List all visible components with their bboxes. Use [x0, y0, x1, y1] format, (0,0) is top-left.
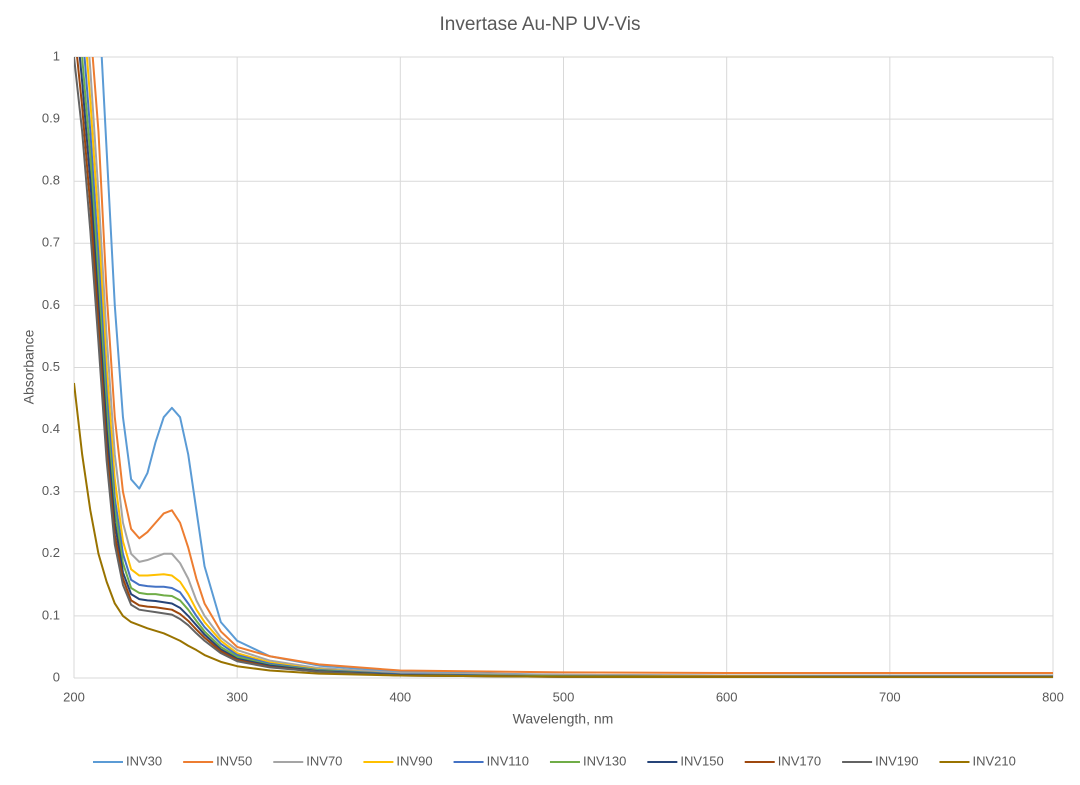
y-tick-label: 0.2: [42, 545, 60, 560]
y-tick-label: 0.7: [42, 235, 60, 250]
x-tick-label: 500: [553, 689, 575, 704]
y-tick-label: 0.1: [42, 607, 60, 622]
series-line: [88, 57, 1053, 677]
x-tick-label: 700: [879, 689, 901, 704]
series-line: [100, 57, 1053, 678]
legend-label: INV130: [583, 753, 626, 768]
x-tick-label: 300: [226, 689, 248, 704]
legend-label: INV30: [126, 753, 162, 768]
y-tick-label: 0.6: [42, 297, 60, 312]
y-tick-label: 0.3: [42, 483, 60, 498]
y-tick-label: 0: [53, 669, 60, 684]
x-tick-label: 800: [1042, 689, 1064, 704]
series-line: [91, 57, 1053, 675]
x-tick-label: 400: [389, 689, 411, 704]
legend-label: INV190: [875, 753, 918, 768]
x-tick-label: 200: [63, 689, 85, 704]
legend-label: INV110: [487, 753, 529, 768]
y-tick-label: 1: [53, 48, 60, 63]
x-axis-title: Wavelength, nm: [513, 711, 614, 727]
legend-label: INV170: [778, 753, 821, 768]
y-tick-label: 0.8: [42, 173, 60, 188]
legend-label: INV150: [680, 753, 723, 768]
y-axis-title: Absorbance: [21, 329, 37, 404]
y-tick-label: 0.5: [42, 359, 60, 374]
x-tick-label: 600: [716, 689, 738, 704]
y-tick-label: 0.4: [42, 421, 60, 436]
plot-area: [74, 57, 1053, 678]
legend: INV30 INV50 INV70 INV90 INV110 INV130 INV150 IN…: [93, 753, 1016, 768]
legend-label: INV90: [396, 753, 432, 768]
chart-title: Invertase Au-NP UV-Vis: [439, 14, 640, 35]
legend-label: INV50: [216, 753, 252, 768]
legend-label: INV210: [972, 753, 1015, 768]
legend-label: INV70: [306, 753, 342, 768]
y-tick-label: 0.9: [42, 111, 60, 126]
series-line: [74, 382, 1053, 678]
grid: [73, 56, 1054, 679]
